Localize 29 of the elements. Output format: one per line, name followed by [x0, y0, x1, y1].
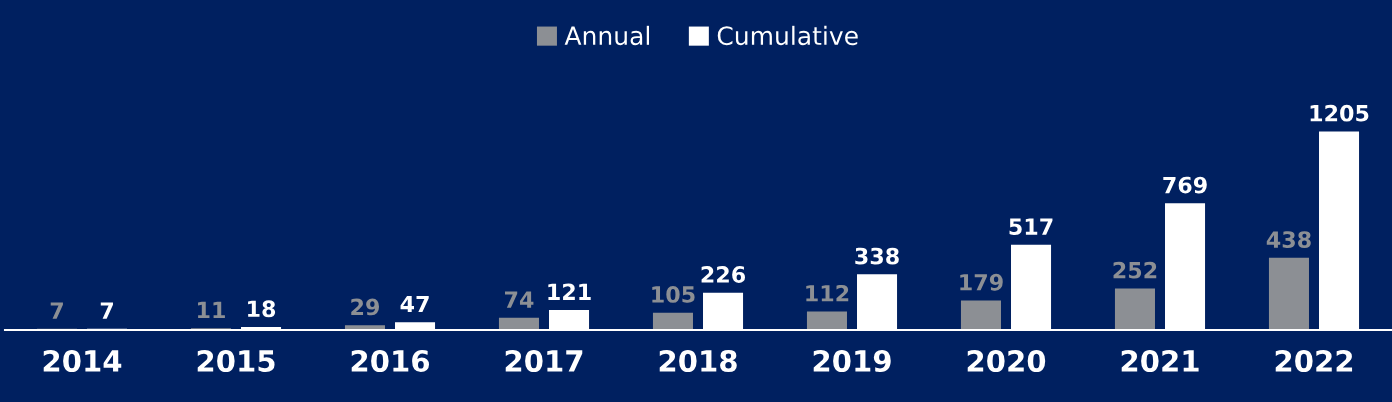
- x-tick-label: 2018: [659, 349, 737, 373]
- data-label: 121: [548, 283, 591, 300]
- data-label: 226: [701, 266, 746, 283]
- data-label: 105: [652, 286, 695, 303]
- legend-label: Annual: [564, 25, 650, 46]
- data-label: 1205: [1310, 104, 1369, 122]
- x-tick-label: 2020: [967, 349, 1046, 373]
- data-label: 179: [960, 273, 1003, 291]
- data-label: 338: [855, 247, 899, 265]
- data-label: 74: [505, 291, 534, 308]
- x-tick-label: 2014: [43, 349, 122, 373]
- legend-label: Cumulative: [717, 25, 858, 46]
- x-tick-label: 2017: [505, 349, 583, 373]
- data-label: 7: [100, 302, 113, 319]
- x-tick-label: 2015: [197, 349, 275, 373]
- data-label: 438: [1266, 231, 1311, 248]
- data-label: 769: [1163, 176, 1207, 194]
- data-label: 517: [1009, 218, 1053, 235]
- data-label: 252: [1113, 261, 1157, 279]
- data-label: 18: [248, 300, 276, 318]
- data-label: 112: [806, 284, 849, 302]
- data-label: 11: [198, 301, 225, 319]
- x-tick-label: 2019: [813, 349, 891, 373]
- x-tick-label: 2016: [351, 349, 430, 373]
- data-label: 47: [400, 295, 429, 313]
- data-label: 29: [351, 298, 380, 316]
- x-tick-label: 2022: [1275, 349, 1353, 373]
- data-label: 7: [50, 302, 63, 319]
- x-tick-label: 2021: [1121, 349, 1199, 373]
